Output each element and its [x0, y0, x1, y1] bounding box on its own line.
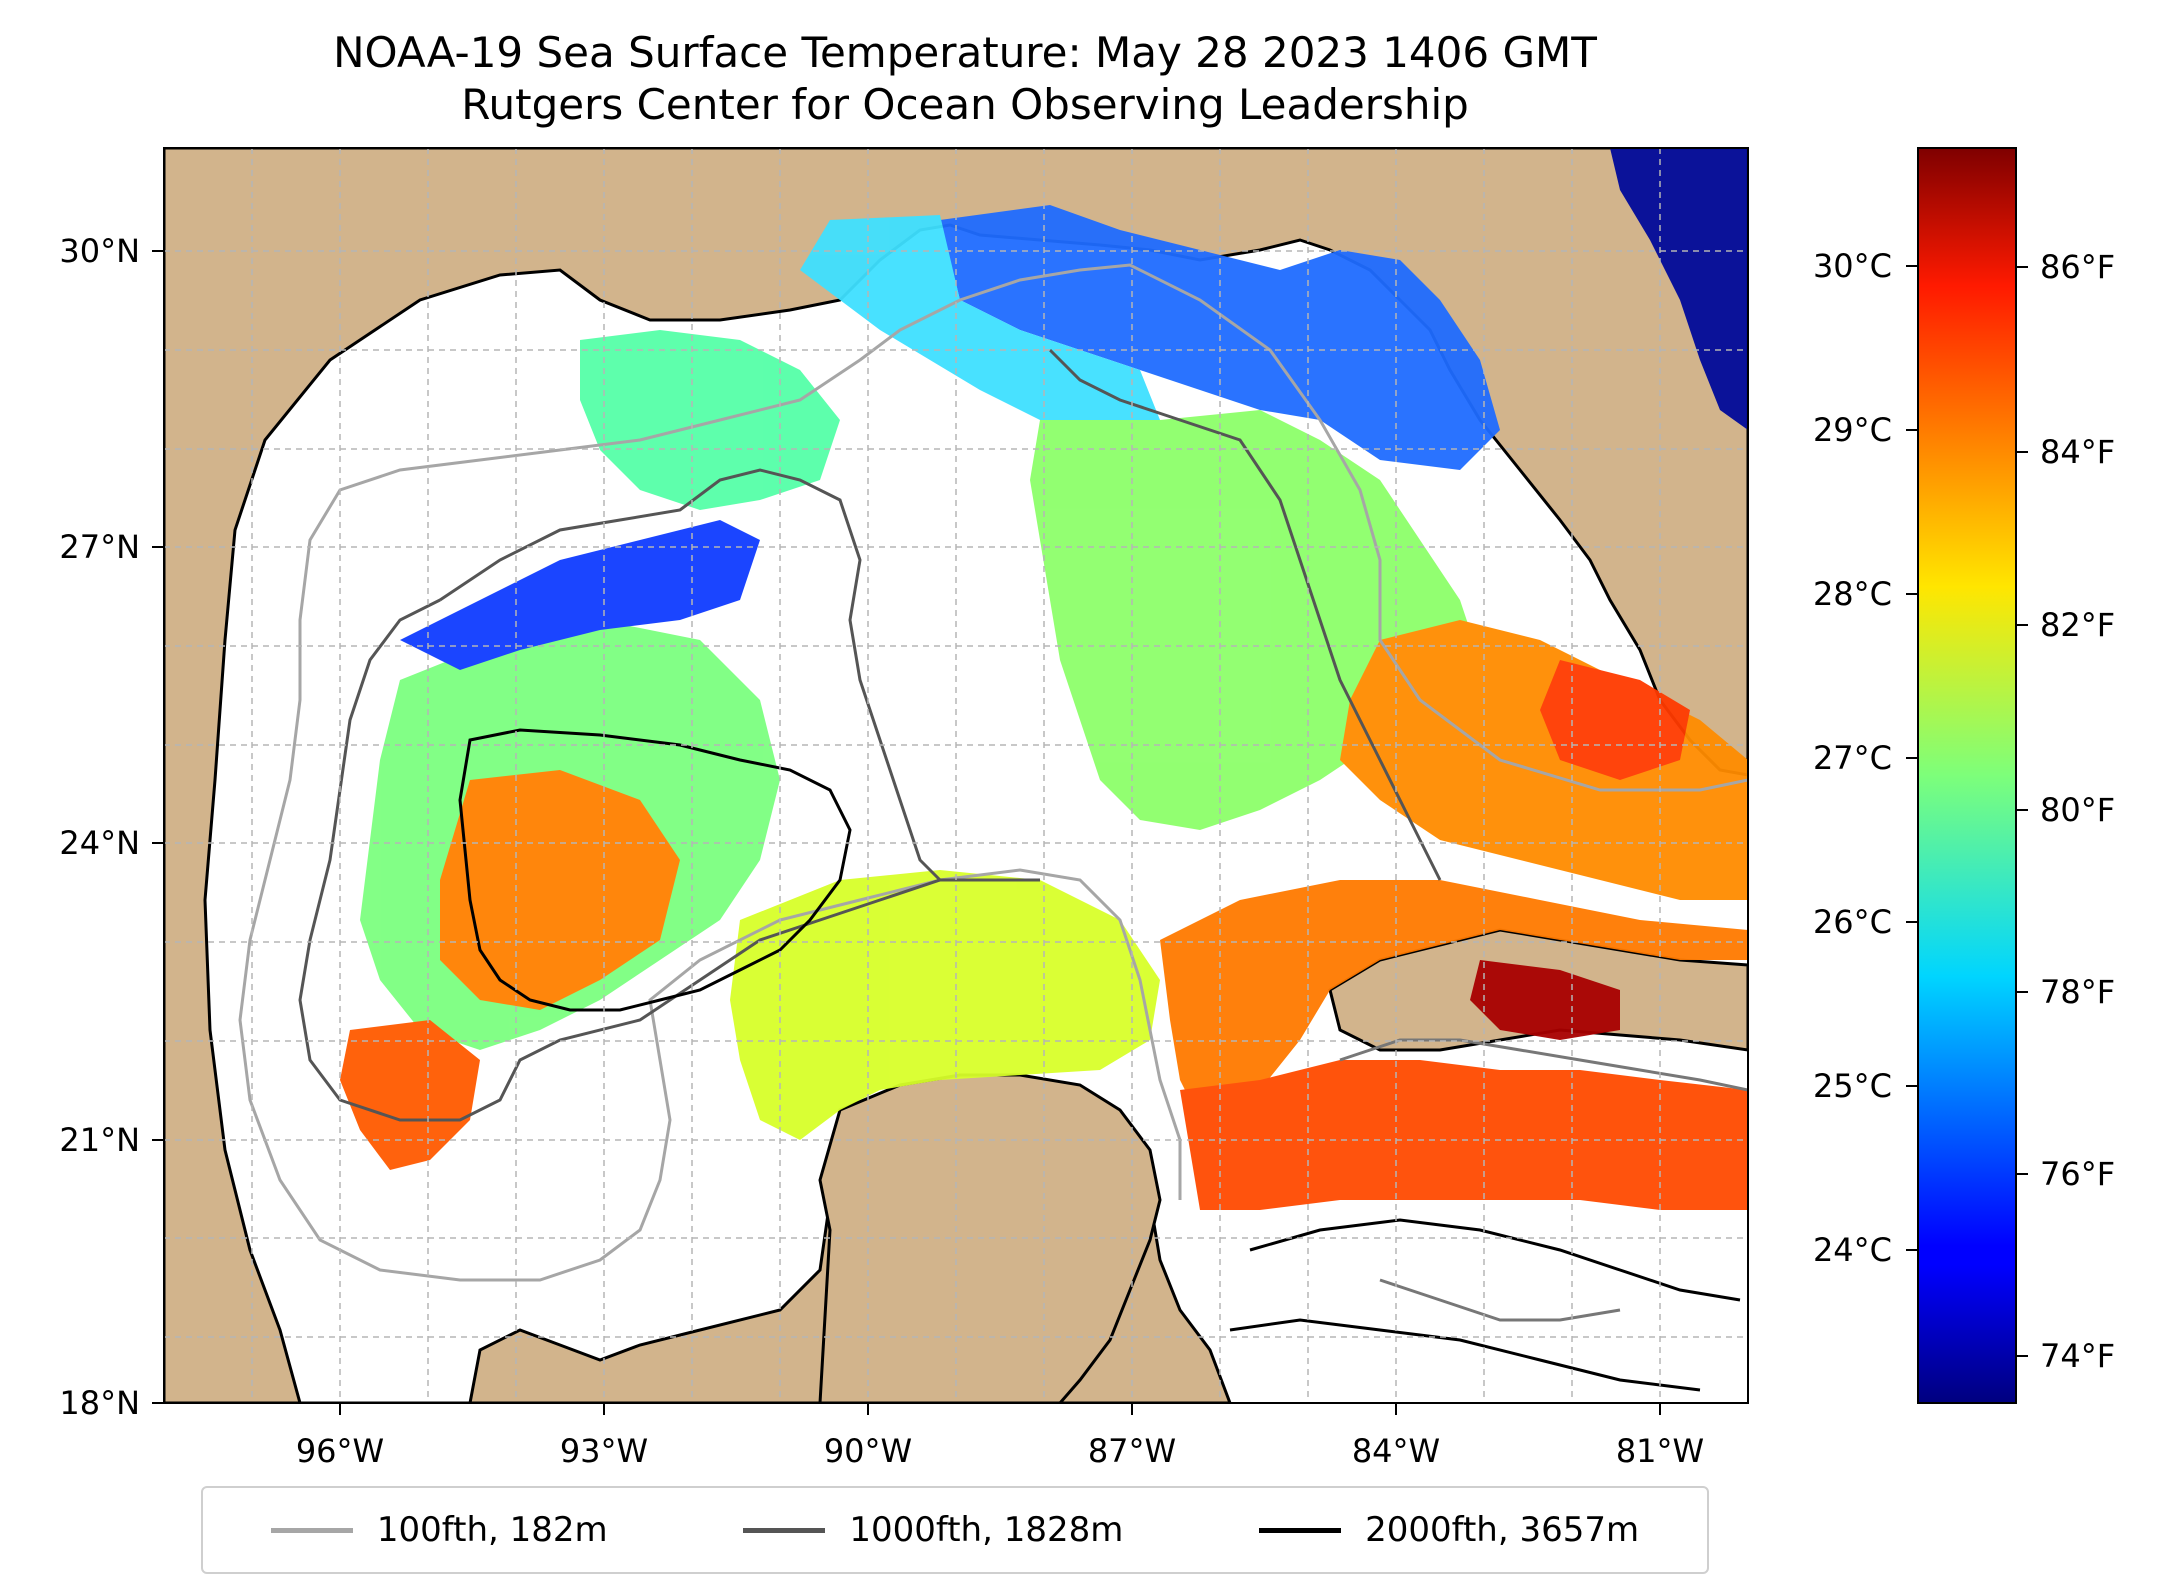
contour-100fth: [238, 263, 1748, 1282]
lat-tick-24: 24°N: [59, 824, 140, 862]
lat-tick-30: 30°N: [59, 232, 140, 270]
lon-tick-81: 81°W: [1616, 1432, 1704, 1470]
legend-line-2000fth: [1259, 1527, 1342, 1533]
bathymetry-contours: [238, 263, 1748, 1392]
legend-label-1000fth: 1000fth, 1828m: [849, 1510, 1124, 1550]
lat-tick-27: 27°N: [59, 528, 140, 566]
map-title: NOAA-19 Sea Surface Temperature: May 28 …: [333, 28, 1597, 77]
lon-tick-96: 96°W: [296, 1432, 384, 1470]
fahrenheit-tick-74: 74°F: [2040, 1337, 2115, 1375]
colorbar: [1917, 147, 2017, 1404]
celsius-tick-28: 28°C: [1813, 575, 1892, 613]
lon-tick-90: 90°W: [824, 1432, 912, 1470]
fahrenheit-tick-84: 84°F: [2040, 433, 2115, 471]
sst-region-atlantic-cold: [1610, 148, 1748, 430]
fahrenheit-tick-86: 86°F: [2040, 248, 2115, 286]
contour-2000fth: [458, 728, 1741, 1392]
fahrenheit-tick-82: 82°F: [2040, 606, 2115, 644]
sst-region-caribbean-hot: [1180, 1060, 1748, 1210]
fahrenheit-tick-80: 80°F: [2040, 791, 2115, 829]
sst-region-south-central: [730, 870, 1160, 1140]
celsius-tick-30: 30°C: [1813, 247, 1892, 285]
sst-region-florida-warm: [1340, 620, 1748, 900]
map-subtitle: Rutgers Center for Ocean Observing Leade…: [461, 80, 1469, 129]
map-gridlines: [164, 148, 1748, 1403]
map-frame: [163, 147, 1749, 1404]
celsius-tick-26: 26°C: [1813, 903, 1892, 941]
celsius-tick-24: 24°C: [1813, 1231, 1892, 1269]
sst-region-west-warm: [440, 770, 680, 1010]
lat-tick-18: 18°N: [59, 1384, 140, 1422]
legend-label-2000fth: 2000fth, 3657m: [1365, 1510, 1640, 1550]
contour-caribbean-detail: [1339, 1038, 1748, 1322]
celsius-tick-25: 25°C: [1813, 1067, 1892, 1105]
fahrenheit-tick-76: 76°F: [2040, 1155, 2115, 1193]
celsius-tick-marks: [1906, 265, 1918, 1251]
lat-tick-21: 21°N: [59, 1121, 140, 1159]
lon-tick-93: 93°W: [560, 1432, 648, 1470]
lat-tick-marks: [152, 250, 164, 1404]
lon-tick-87: 87°W: [1088, 1432, 1176, 1470]
legend-item-100fth: 100fth, 182m: [270, 1510, 608, 1550]
sst-region-florida-hot: [1540, 660, 1690, 780]
legend-label-100fth: 100fth, 182m: [376, 1510, 608, 1550]
lon-tick-84: 84°W: [1352, 1432, 1440, 1470]
fahrenheit-tick-marks: [2016, 266, 2028, 1357]
legend-line-100fth: [270, 1527, 353, 1533]
sst-region-northwest-cyan: [800, 215, 1160, 430]
sst-region-north-scattered: [580, 330, 840, 510]
contour-1000fth: [298, 348, 1442, 1122]
celsius-tick-27: 27°C: [1813, 739, 1892, 777]
land-yucatan: [818, 1073, 1162, 1403]
sst-region-cuba-max: [1470, 960, 1620, 1040]
sst-region-southwest-warm: [340, 1020, 480, 1170]
sst-region-north-blue-band: [400, 520, 760, 670]
lon-tick-marks: [339, 1403, 1661, 1415]
sst-region-southeast-warm: [1160, 880, 1748, 1120]
contour-legend: 100fth, 182m 1000fth, 1828m 2000fth, 365…: [201, 1486, 1709, 1574]
legend-item-1000fth: 1000fth, 1828m: [743, 1510, 1123, 1550]
legend-line-1000fth: [743, 1527, 826, 1533]
celsius-tick-29: 29°C: [1813, 411, 1892, 449]
legend-item-2000fth: 2000fth, 3657m: [1259, 1510, 1639, 1550]
fahrenheit-tick-78: 78°F: [2040, 973, 2115, 1011]
